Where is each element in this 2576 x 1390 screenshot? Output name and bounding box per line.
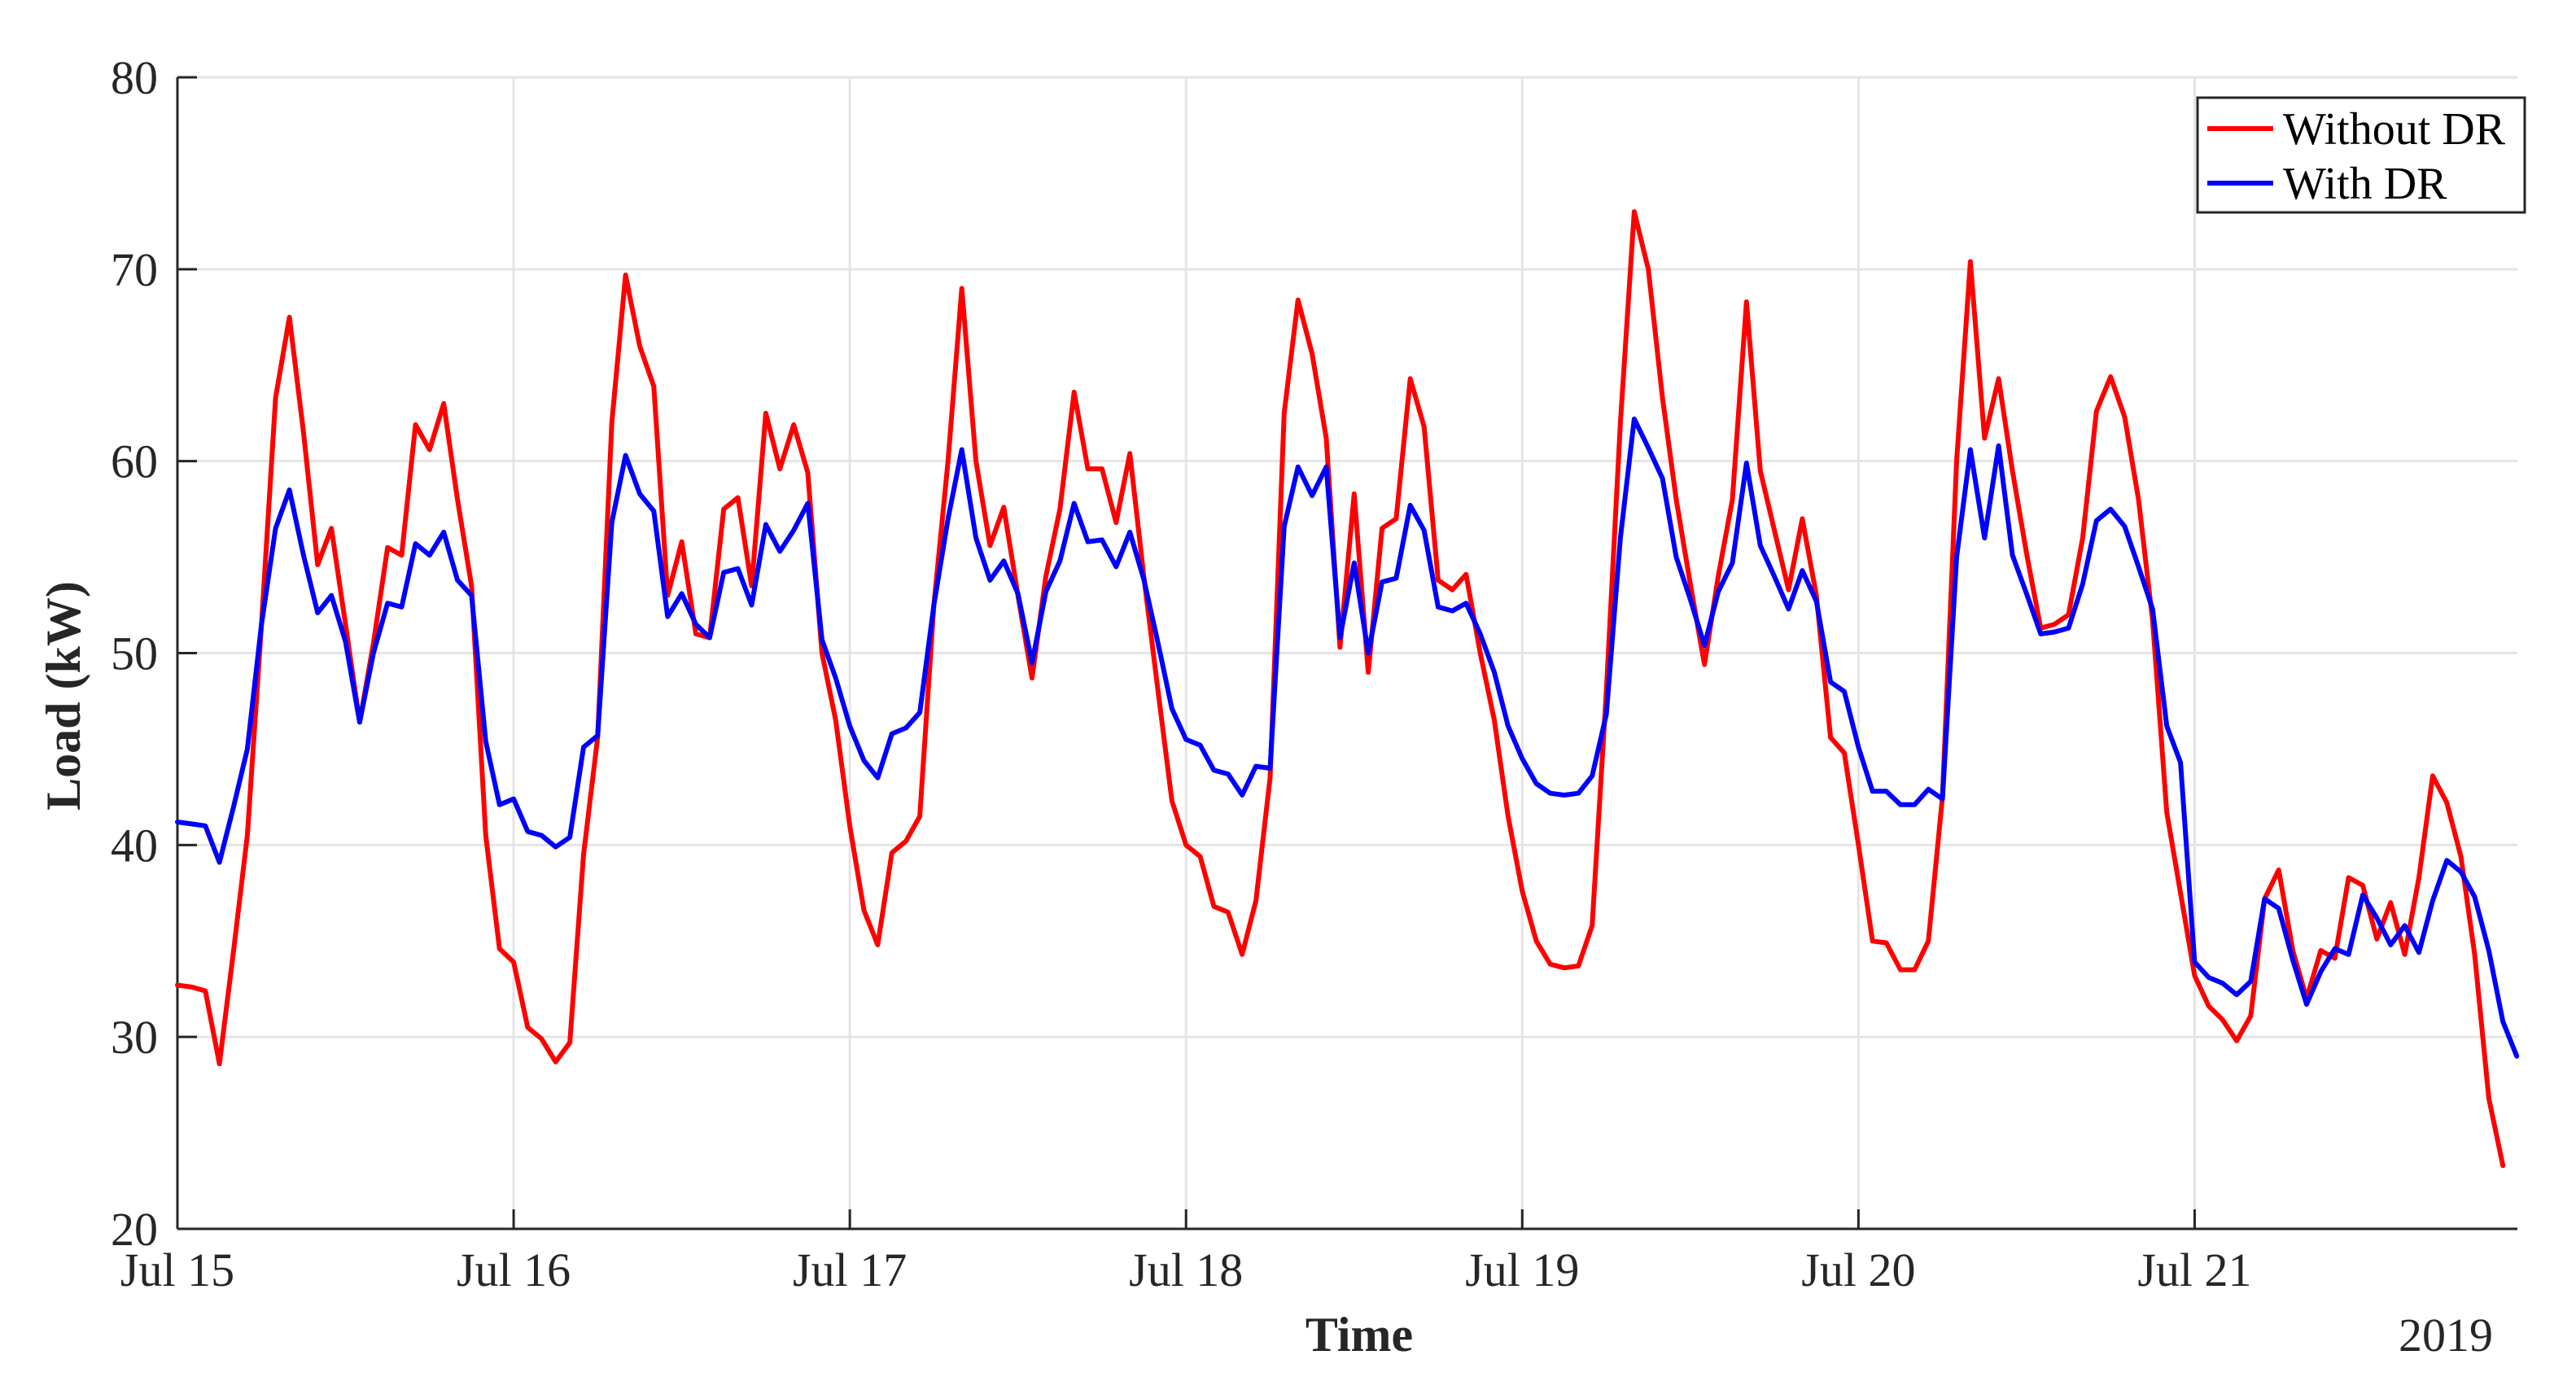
ticks: 20 30 40 50 60 70 80 Jul 15 Jul 16 Jul 17 Jul 18 Ju…	[111, 51, 2252, 1296]
year-label: 2019	[2399, 1309, 2493, 1362]
y-tick-label: 40	[111, 819, 158, 872]
legend-label-with-dr: With DR	[2283, 159, 2447, 209]
y-tick-label: 60	[111, 435, 158, 488]
y-tick-label: 30	[111, 1011, 158, 1064]
x-tick-label: Jul 21	[2137, 1244, 2251, 1296]
y-tick-label: 20	[111, 1203, 158, 1256]
series-line-with-dr	[175, 416, 2520, 1059]
y-tick-label: 50	[111, 627, 158, 680]
y-tick-label: 80	[111, 51, 158, 104]
x-tick-label: Jul 15	[120, 1244, 234, 1296]
legend-label-without-dr: Without DR	[2283, 104, 2506, 155]
x-tick-label: Jul 18	[1129, 1244, 1243, 1296]
series-lines	[175, 209, 2520, 1169]
y-tick-label: 70	[111, 243, 158, 296]
series-line-without-dr	[175, 209, 2506, 1169]
legend-box	[2196, 96, 2526, 214]
x-tick-label: Jul 19	[1465, 1244, 1579, 1296]
x-tick-label: Jul 17	[793, 1244, 907, 1296]
legend: Without DR With DR	[2196, 96, 2526, 214]
x-axis-title: Time	[1305, 1308, 1413, 1362]
grid	[177, 76, 2517, 1229]
x-tick-label: Jul 20	[1801, 1244, 1915, 1296]
x-tick-label: Jul 16	[457, 1244, 571, 1296]
y-axis-title: Load (kW)	[37, 581, 90, 811]
